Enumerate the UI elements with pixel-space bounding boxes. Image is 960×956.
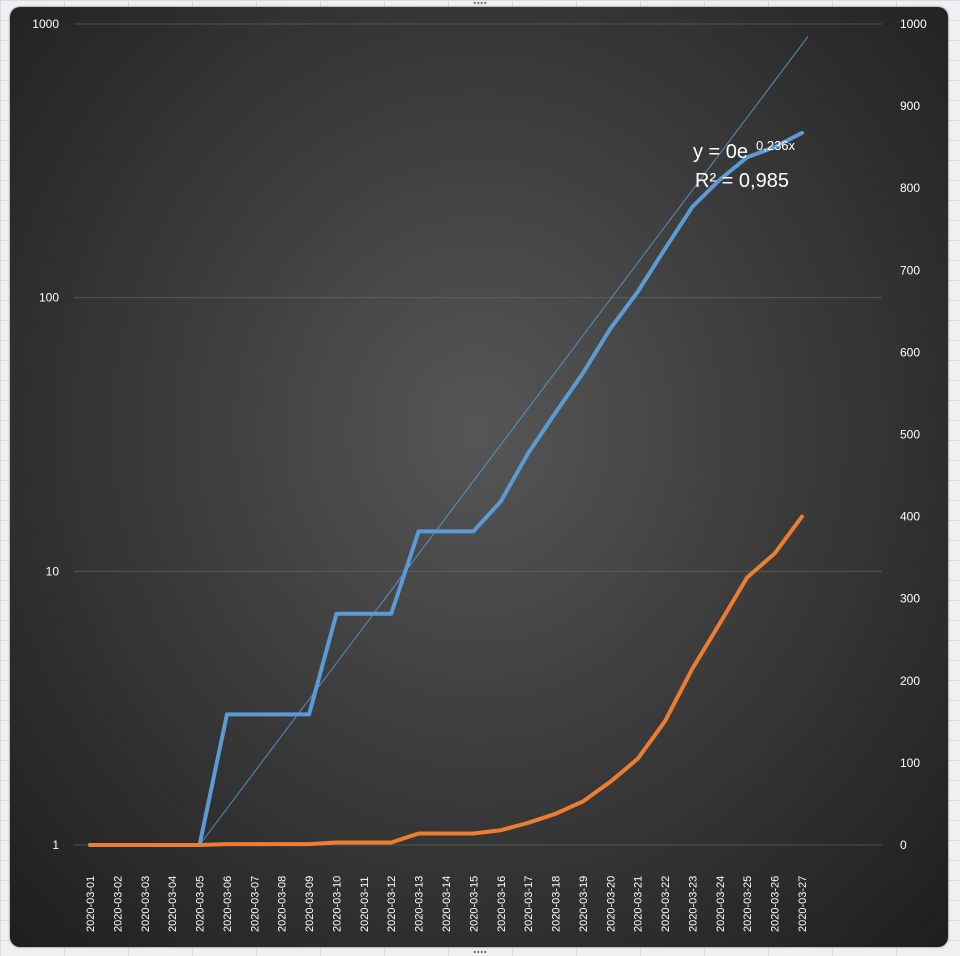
x-tick-label: 2020-03-10 <box>331 876 343 932</box>
trendline-r-squared: R² = 0,985 <box>695 170 789 192</box>
y-left-tick-label: 1 <box>52 838 59 852</box>
bottom-resize-handle[interactable] <box>473 950 487 954</box>
x-tick-label: 2020-03-19 <box>578 876 590 932</box>
x-tick-label: 2020-03-24 <box>715 876 727 932</box>
y-right-tick-label: 0 <box>900 838 907 852</box>
x-tick-label: 2020-03-12 <box>386 876 398 932</box>
x-tick-label: 2020-03-04 <box>167 876 179 932</box>
x-tick-label: 2020-03-15 <box>468 876 480 932</box>
y-right-tick-label: 300 <box>900 592 920 606</box>
y-right-tick-label: 700 <box>900 263 920 277</box>
x-tick-label: 2020-03-14 <box>441 876 453 932</box>
series-line-blue <box>88 130 804 847</box>
x-tick-label: 2020-03-18 <box>551 876 563 932</box>
x-tick-label: 2020-03-07 <box>249 876 261 932</box>
top-resize-handle[interactable] <box>473 1 487 5</box>
trendline <box>199 36 809 846</box>
x-tick-label: 2020-03-20 <box>605 876 617 932</box>
y-left-tick-label: 1000 <box>32 17 59 31</box>
x-tick-label: 2020-03-01 <box>85 876 97 932</box>
x-tick-label: 2020-03-02 <box>112 876 124 932</box>
x-tick-label: 2020-03-25 <box>742 876 754 932</box>
trendline-equation: y = 0e <box>693 141 748 163</box>
x-tick-label: 2020-03-09 <box>304 876 316 932</box>
chart-area[interactable]: 1 10 100 1000 0 100 200 300 400 500 600 700 800 900 10… <box>10 7 948 947</box>
line-chart: 1 10 100 1000 0 100 200 300 400 500 600 700 800 900 10… <box>32 17 927 932</box>
x-tick-label: 2020-03-17 <box>523 876 535 932</box>
x-tick-label: 2020-03-23 <box>687 876 699 932</box>
x-tick-label: 2020-03-06 <box>222 876 234 932</box>
x-tick-label: 2020-03-03 <box>140 876 152 932</box>
y-left-tick-label: 100 <box>39 291 59 305</box>
x-tick-label: 2020-03-08 <box>277 876 289 932</box>
y-right-tick-label: 200 <box>900 674 920 688</box>
y-right-tick-label: 600 <box>900 345 920 359</box>
y-right-tick-label: 1000 <box>900 17 927 31</box>
y-right-tick-label: 100 <box>900 756 920 770</box>
y-right-tick-label: 500 <box>900 428 920 442</box>
y-left-tick-label: 10 <box>46 564 60 578</box>
y-right-tick-label: 800 <box>900 181 920 195</box>
x-tick-label: 2020-03-11 <box>359 877 371 932</box>
trendline-exponent: 0,236x <box>756 138 796 153</box>
y-right-tick-label: 400 <box>900 510 920 524</box>
y-right-tick-label: 900 <box>900 99 920 113</box>
x-tick-label: 2020-03-26 <box>770 876 782 932</box>
x-tick-label: 2020-03-22 <box>660 876 672 932</box>
x-tick-label: 2020-03-16 <box>496 876 508 932</box>
series-line-orange <box>88 514 804 847</box>
x-tick-label: 2020-03-05 <box>195 876 207 932</box>
x-tick-label: 2020-03-13 <box>414 876 426 932</box>
x-tick-label: 2020-03-21 <box>633 876 645 932</box>
x-tick-label: 2020-03-27 <box>797 876 809 932</box>
